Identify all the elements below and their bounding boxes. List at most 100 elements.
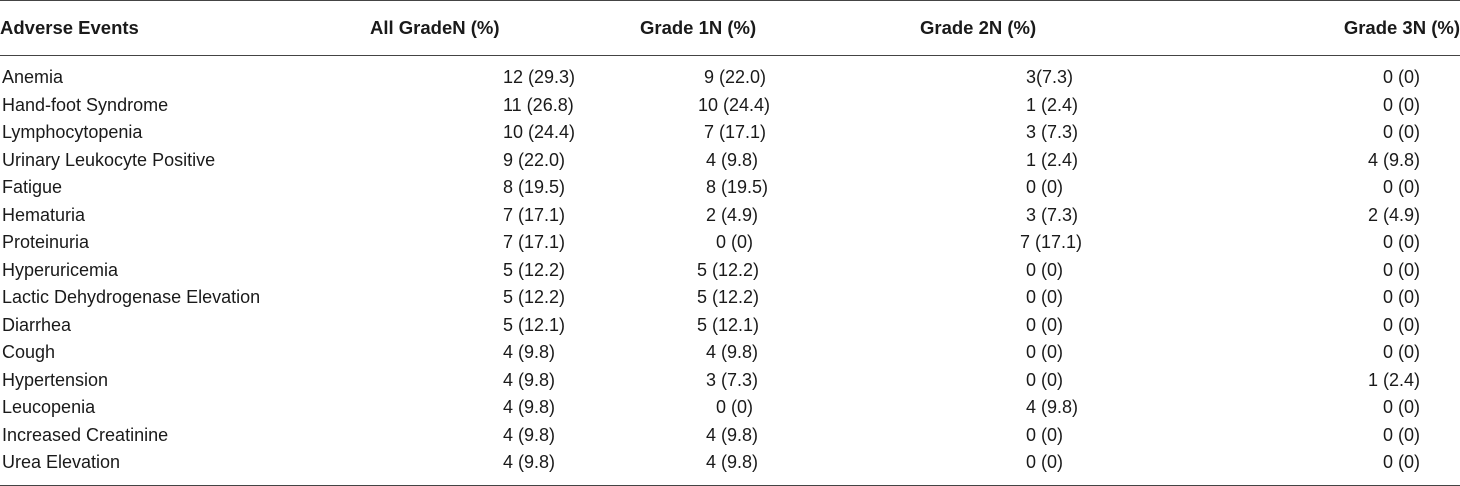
cell-all-grade: 10 (24.4) [503,122,576,143]
cell-grade-1: 4 (9.8) [706,149,759,170]
table-row: Urea Elevation 4 (9.8) 4 (9.8) 0 (0) 0 (0) [0,449,1460,486]
cell-all-grade: 9 (22.0) [503,149,566,170]
cell-grade-1: 5 (12.1) [697,314,760,335]
cell-grade-2: 7 (17.1) [1020,232,1083,253]
cell-grade-3: 0 (0) [1190,449,1460,486]
cell-all-grade: 7 (17.1) [503,204,566,225]
cell-grade-1: 4 (9.8) [640,449,920,486]
cell-adverse-event: Cough [2,342,56,363]
cell-adverse-event: Anemia [2,67,64,88]
cell-grade-2: 0 (0) [1026,259,1064,280]
table-row: Hypertension 4 (9.8) 3 (7.3) 0 (0) 1 (2.4) [0,367,1460,395]
cell-grade-2: 3(7.3) [1026,67,1074,88]
cell-adverse-event: Hyperuricemia [2,259,119,280]
cell-grade-3: 0 (0) [1382,67,1420,88]
table-row: Increased Creatinine 4 (9.8) 4 (9.8) 0 (0) 0… [0,422,1460,450]
table-body: Anemia 12 (29.3) 9 (22.0) 3(7.3) 0 (0) Hand-f… [0,56,1460,486]
cell-adverse-event: Lactic Dehydrogenase Elevation [2,287,261,308]
cell-grade-2: 1 (2.4) [1026,149,1079,170]
cell-grade-1: 0 (0) [716,397,754,418]
cell-grade-2: 0 (0) [920,449,1190,486]
cell-all-grade: 11 (26.8) [503,94,574,115]
cell-grade-1: 2 (4.9) [706,204,759,225]
table-row: Lymphocytopenia 10 (24.4) 7 (17.1) 3 (7.3) 0… [0,119,1460,147]
table-row: Leucopenia 4 (9.8) 0 (0) 4 (9.8) 0 (0) [0,394,1460,422]
cell-adverse-event: Hand-foot Syndrome [2,94,169,115]
cell-grade-3: 0 (0) [1382,424,1420,445]
column-header-grade-1: Grade 1N (%) [640,0,920,56]
cell-all-grade: 4 (9.8) [503,424,556,445]
cell-all-grade: 5 (12.1) [503,314,566,335]
cell-grade-1: 7 (17.1) [704,122,767,143]
cell-all-grade: 5 (12.2) [503,259,566,280]
cell-adverse-event: Urinary Leukocyte Positive [2,149,216,170]
cell-grade-2: 3 (7.3) [1026,204,1079,225]
cell-grade-3: 2 (4.9) [1367,204,1420,225]
cell-grade-2: 1 (2.4) [1026,94,1079,115]
cell-grade-2: 0 (0) [1026,314,1064,335]
cell-grade-1: 4 (9.8) [706,342,759,363]
cell-grade-3: 0 (0) [1382,397,1420,418]
table-row: Diarrhea 5 (12.1) 5 (12.1) 0 (0) 0 (0) [0,312,1460,340]
column-header-grade-2: Grade 2N (%) [920,0,1190,56]
cell-adverse-event: Diarrhea [2,314,72,335]
cell-all-grade: 4 (9.8) [503,397,556,418]
cell-adverse-event: Lymphocytopenia [2,122,143,143]
cell-adverse-event: Fatigue [2,177,63,198]
cell-adverse-event: Increased Creatinine [2,424,169,445]
cell-grade-3: 0 (0) [1382,259,1420,280]
column-header-all-grade: All GradeN (%) [370,0,640,56]
cell-grade-1: 3 (7.3) [706,369,759,390]
table-row: Fatigue 8 (19.5) 8 (19.5) 0 (0) 0 (0) [0,174,1460,202]
table-row: Cough 4 (9.8) 4 (9.8) 0 (0) 0 (0) [0,339,1460,367]
cell-grade-1: 4 (9.8) [706,424,759,445]
cell-grade-1: 0 (0) [716,232,754,253]
table-row: Anemia 12 (29.3) 9 (22.0) 3(7.3) 0 (0) [0,56,1460,92]
table-header: Adverse Events All GradeN (%) Grade 1N (… [0,0,1460,56]
table-row: Proteinuria 7 (17.1) 0 (0) 7 (17.1) 0 (0) [0,229,1460,257]
cell-grade-3: 0 (0) [1382,314,1420,335]
cell-grade-3: 0 (0) [1382,287,1420,308]
header-row: Adverse Events All GradeN (%) Grade 1N (… [0,0,1460,56]
cell-grade-3: 0 (0) [1382,232,1420,253]
cell-grade-1: 9 (22.0) [704,67,767,88]
cell-adverse-event: Hypertension [2,369,109,390]
cell-grade-1: 5 (12.2) [697,259,760,280]
cell-all-grade: 4 (9.8) [503,369,556,390]
cell-grade-3: 0 (0) [1382,177,1420,198]
cell-grade-2: 3 (7.3) [1026,122,1079,143]
cell-grade-1: 5 (12.2) [697,287,760,308]
cell-all-grade: 4 (9.8) [370,449,640,486]
cell-grade-3: 0 (0) [1382,94,1420,115]
cell-grade-3: 0 (0) [1382,342,1420,363]
cell-grade-2: 0 (0) [1026,177,1064,198]
cell-grade-1: 8 (19.5) [706,177,769,198]
table-row: Lactic Dehydrogenase Elevation 5 (12.2) 5 … [0,284,1460,312]
cell-grade-2: 0 (0) [1026,287,1064,308]
cell-adverse-event: Urea Elevation [0,449,370,486]
cell-grade-2: 4 (9.8) [1026,397,1079,418]
table-row: Hematuria 7 (17.1) 2 (4.9) 3 (7.3) 2 (4.9) [0,202,1460,230]
table-row: Hyperuricemia 5 (12.2) 5 (12.2) 0 (0) 0 (0) [0,257,1460,285]
cell-grade-3: 0 (0) [1382,122,1420,143]
cell-all-grade: 8 (19.5) [503,177,566,198]
cell-all-grade: 7 (17.1) [503,232,566,253]
cell-all-grade: 4 (9.8) [503,342,556,363]
cell-adverse-event: Proteinuria [2,232,90,253]
table-row: Urinary Leukocyte Positive 9 (22.0) 4 (9.8… [0,147,1460,175]
table-row: Hand-foot Syndrome 11 (26.8) 10 (24.4) 1 (2… [0,92,1460,120]
cell-grade-3: 4 (9.8) [1367,149,1420,170]
cell-grade-2: 0 (0) [1026,424,1064,445]
column-header-adverse-events: Adverse Events [0,0,370,56]
column-header-grade-3: Grade 3N (%) [1190,0,1460,56]
cell-all-grade: 12 (29.3) [503,67,576,88]
cell-grade-2: 0 (0) [1026,342,1064,363]
cell-grade-3: 1 (2.4) [1367,369,1420,390]
cell-grade-1: 10 (24.4) [698,94,771,115]
cell-adverse-event: Leucopenia [2,397,96,418]
cell-grade-2: 0 (0) [1026,369,1064,390]
cell-adverse-event: Hematuria [2,204,86,225]
cell-all-grade: 5 (12.2) [503,287,566,308]
